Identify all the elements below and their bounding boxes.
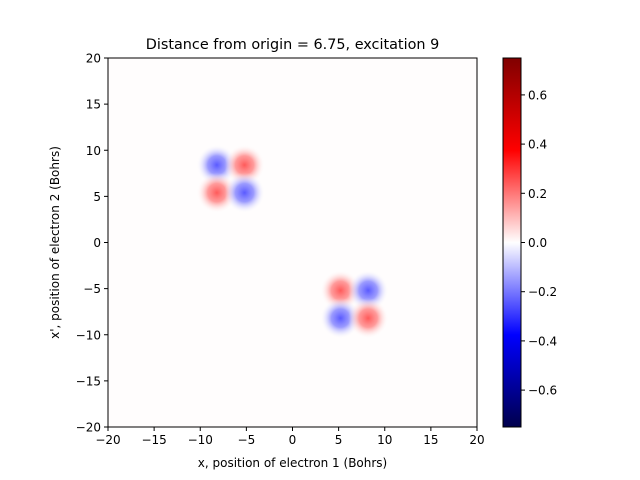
chart-title: Distance from origin = 6.75, excitation … — [146, 37, 439, 53]
x-tick-label: 5 — [335, 433, 343, 447]
y-axis-ticks: −20 −15 −10 −5 0 5 10 15 20 — [76, 52, 108, 435]
y-tick-label: 10 — [86, 144, 101, 158]
y-tick-label: −5 — [83, 282, 101, 296]
colorbar-tick-label: −0.6 — [528, 384, 557, 398]
x-axis-ticks: −20 −15 −10 −5 0 5 10 15 20 — [95, 427, 485, 447]
x-axis-label: x, position of electron 1 (Bohrs) — [198, 456, 387, 470]
colorbar-tick-label: −0.4 — [528, 334, 557, 348]
y-tick-label: −15 — [76, 374, 101, 388]
colorbar-ticks: 0.6 0.4 0.2 0.0 −0.2 −0.4 −0.6 — [521, 88, 557, 398]
heatmap-lobe-8 — [347, 297, 389, 339]
x-tick-label: 10 — [377, 433, 392, 447]
colorbar-tick-label: 0.0 — [528, 236, 547, 250]
x-tick-label: 15 — [423, 433, 438, 447]
y-tick-label: 15 — [86, 98, 101, 112]
heatmap-field — [196, 144, 389, 339]
x-tick-label: 20 — [469, 433, 484, 447]
colorbar-tick-label: 0.6 — [528, 88, 547, 102]
x-tick-label: 0 — [289, 433, 297, 447]
plot-background — [108, 58, 477, 427]
y-tick-label: 20 — [86, 52, 101, 66]
y-tick-label: 0 — [93, 236, 101, 250]
y-tick-label: −20 — [76, 421, 101, 435]
colorbar-tick-label: 0.4 — [528, 138, 547, 152]
x-tick-label: −20 — [95, 433, 120, 447]
y-axis-label: x', position of electron 2 (Bohrs) — [48, 146, 62, 339]
colorbar-tick-label: 0.2 — [528, 187, 547, 201]
x-tick-label: −10 — [188, 433, 213, 447]
x-tick-label: −5 — [238, 433, 256, 447]
y-tick-label: −10 — [76, 328, 101, 342]
colorbar-tick-label: −0.2 — [528, 285, 557, 299]
y-tick-label: 5 — [93, 190, 101, 204]
heatmap-lobe-4 — [224, 172, 265, 213]
x-tick-label: −15 — [141, 433, 166, 447]
colorbar — [503, 58, 521, 427]
